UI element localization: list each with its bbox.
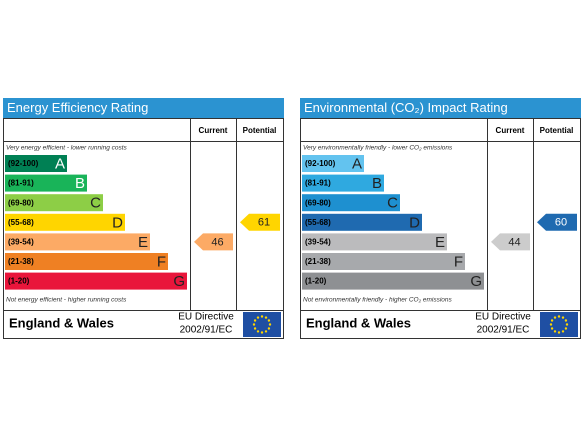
eu-star xyxy=(557,315,561,318)
eu-star xyxy=(268,323,272,326)
eu-star xyxy=(267,319,271,322)
eu-star xyxy=(260,315,264,318)
band-letter: D xyxy=(409,214,420,231)
title-bar xyxy=(300,98,581,118)
band-range: (1-20) xyxy=(8,277,30,286)
eu-star xyxy=(553,330,557,333)
rating-arrow xyxy=(240,213,280,231)
band-letter: A xyxy=(55,155,65,172)
eu-star xyxy=(264,330,268,333)
eu-star xyxy=(564,327,568,330)
rating-band xyxy=(5,213,125,231)
eu-star xyxy=(264,316,268,319)
rating-band xyxy=(5,174,87,192)
column-header: Current xyxy=(496,126,525,135)
band-letter: C xyxy=(387,195,398,212)
band-range: (21-38) xyxy=(8,257,34,266)
band-letter: G xyxy=(470,273,482,290)
eu-star xyxy=(550,319,554,322)
footer-region: England & Wales xyxy=(306,315,411,330)
eu-star xyxy=(267,327,271,330)
panel-title: Environmental (CO₂) Impact Rating xyxy=(304,100,508,115)
rating-band xyxy=(302,155,364,172)
eu-star xyxy=(256,316,260,319)
rating-band xyxy=(302,213,422,231)
top-note: Very energy efficient - lower running co… xyxy=(6,145,128,152)
band-range: (81-91) xyxy=(8,179,34,188)
band-range: (55-68) xyxy=(8,218,34,227)
band-range: (92-100) xyxy=(8,159,39,168)
column-header: Potential xyxy=(540,126,574,135)
band-range: (69-80) xyxy=(8,198,34,207)
rating-arrow xyxy=(537,213,577,231)
rating-band xyxy=(5,155,67,172)
eu-star xyxy=(253,327,257,330)
rating-value: 60 xyxy=(555,217,567,229)
eu-star xyxy=(553,316,557,319)
footer-directive: EU Directive xyxy=(178,312,234,323)
footer-directive: 2002/91/EC xyxy=(477,325,530,336)
eu-star xyxy=(557,331,561,334)
rating-value: 61 xyxy=(258,217,270,229)
rating-band xyxy=(302,194,400,212)
band-letter: C xyxy=(90,195,101,212)
rating-arrow xyxy=(194,233,233,251)
column-header: Current xyxy=(199,126,228,135)
band-range: (69-80) xyxy=(305,198,331,207)
band-letter: F xyxy=(454,253,463,270)
eu-star xyxy=(565,323,569,326)
eu-star xyxy=(260,331,264,334)
rating-band xyxy=(5,272,187,290)
panel-title: Energy Efficiency Rating xyxy=(7,100,148,115)
band-range: (39-54) xyxy=(305,238,331,247)
band-letter: E xyxy=(138,234,148,251)
rating-arrow xyxy=(491,233,530,251)
title-bar xyxy=(3,98,284,118)
rating-band xyxy=(5,194,103,212)
band-range: (39-54) xyxy=(8,238,34,247)
band-range: (55-68) xyxy=(305,218,331,227)
rating-band xyxy=(5,253,168,270)
eu-star xyxy=(252,323,256,326)
band-letter: A xyxy=(352,155,362,172)
rating-band xyxy=(302,233,447,251)
band-range: (21-38) xyxy=(305,257,331,266)
eu-star xyxy=(564,319,568,322)
eu-star xyxy=(549,323,553,326)
footer-directive: 2002/91/EC xyxy=(180,325,233,336)
eu-star xyxy=(253,319,257,322)
band-letter: F xyxy=(157,253,166,270)
rating-band xyxy=(302,253,465,270)
band-letter: E xyxy=(435,234,445,251)
band-range: (1-20) xyxy=(305,277,327,286)
band-letter: B xyxy=(372,175,382,192)
eu-star xyxy=(550,327,554,330)
rating-value: 44 xyxy=(508,236,520,248)
footer-region: England & Wales xyxy=(9,315,114,330)
band-range: (81-91) xyxy=(305,179,331,188)
rating-value: 46 xyxy=(211,236,223,248)
band-range: (92-100) xyxy=(305,159,336,168)
band-letter: G xyxy=(173,273,185,290)
band-letter: B xyxy=(75,175,85,192)
bottom-note: Not energy efficient - higher running co… xyxy=(6,297,127,304)
top-note: Very environmentally friendly - lower CO… xyxy=(303,145,453,152)
bottom-note: Not environmentally friendly - higher CO… xyxy=(303,297,453,304)
eu-star xyxy=(561,316,565,319)
column-header: Potential xyxy=(243,126,277,135)
band-letter: D xyxy=(112,214,123,231)
eu-star xyxy=(561,330,565,333)
eu-star xyxy=(256,330,260,333)
rating-band xyxy=(302,272,484,290)
footer-directive: EU Directive xyxy=(475,312,531,323)
rating-band xyxy=(302,174,384,192)
rating-band xyxy=(5,233,150,251)
